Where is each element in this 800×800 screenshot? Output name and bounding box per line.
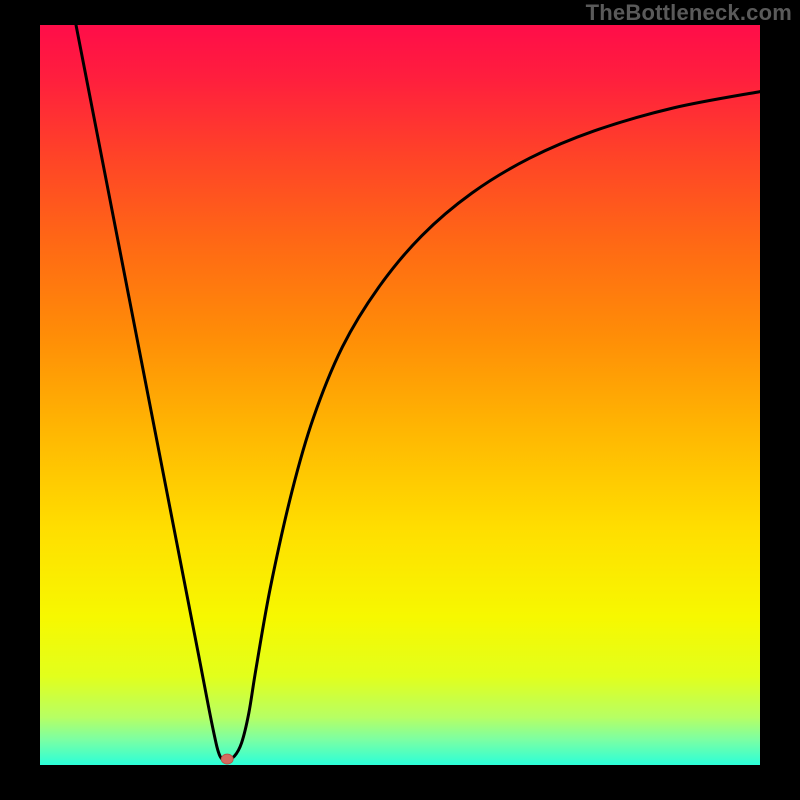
bottleneck-chart [0, 0, 800, 800]
chart-container: TheBottleneck.com [0, 0, 800, 800]
optimum-marker [221, 754, 233, 764]
watermark-label: TheBottleneck.com [586, 0, 792, 26]
